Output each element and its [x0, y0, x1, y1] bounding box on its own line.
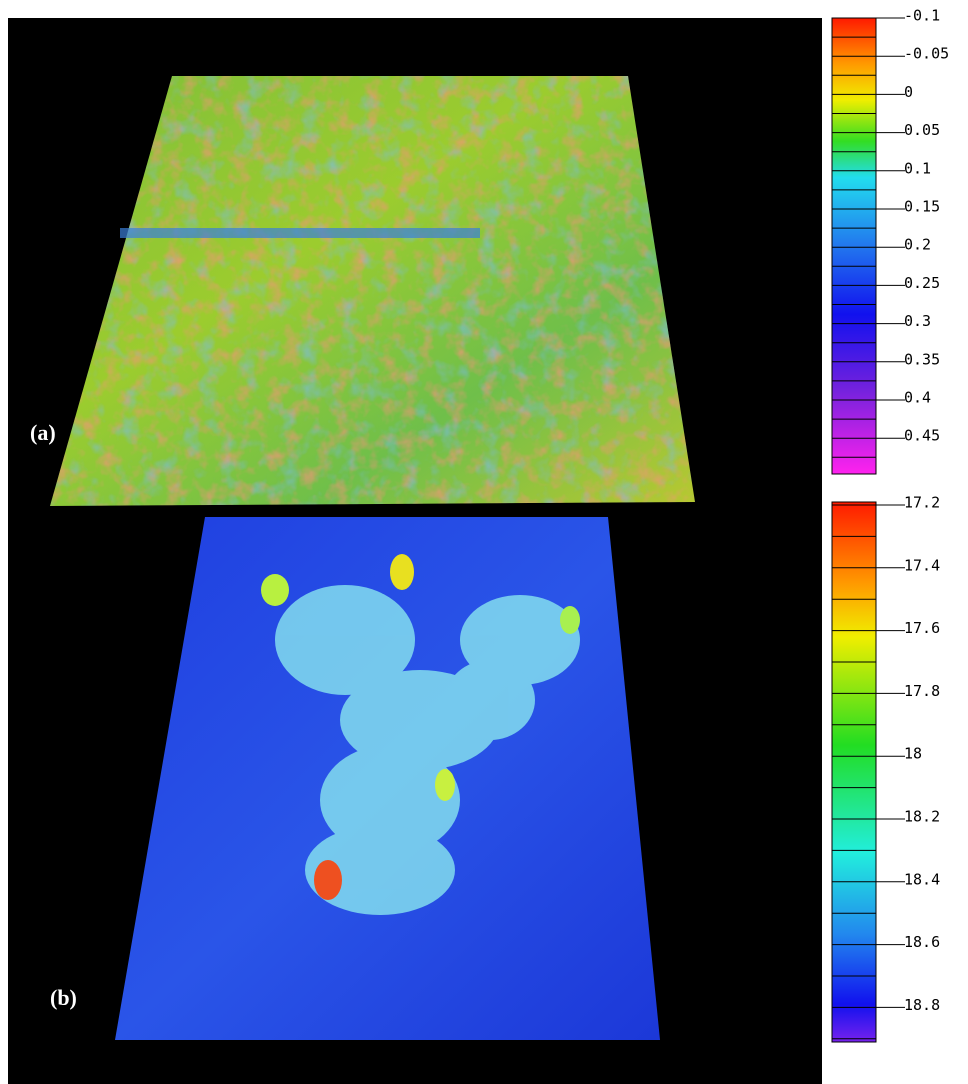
colorbar-tick-label: 18.6	[904, 933, 940, 951]
colorbar-tick-label: 0.3	[904, 312, 931, 330]
colorbar-tick-label: 0.25	[904, 274, 940, 292]
colorbar-tick-label: 0.35	[904, 350, 940, 368]
colorbar-tick-label: 18	[904, 745, 922, 763]
colorbar-tick-label: 17.8	[904, 682, 940, 700]
colorbar-tick-label: 0.45	[904, 427, 940, 445]
colorbar-tick-label: 0.15	[904, 198, 940, 216]
colorbar-tick-label: 0.1	[904, 159, 931, 177]
panel-label: (b)	[50, 985, 77, 1010]
colorbar	[831, 17, 877, 475]
colorbar-tick-label: 18.4	[904, 870, 940, 888]
colorbar-tick-label: 17.6	[904, 619, 940, 637]
colorbar-tick-label: 0	[904, 83, 913, 101]
colorbar-tick-label: 0.2	[904, 236, 931, 254]
colorbars: -0.1 -0.05 0 0.05 0.1 0.15 0.2 0.25 0.3 0.35 0.4 0.…	[831, 7, 949, 1043]
surface-b	[115, 517, 660, 1040]
colorbar-tick-label: -0.05	[904, 45, 949, 63]
colorbar	[831, 501, 877, 1043]
panel-label: (a)	[30, 420, 56, 445]
colorbar-tick-label: -0.1	[904, 7, 940, 25]
colorbar-tick-label: 17.2	[904, 494, 940, 512]
colorbar-tick-label: 18.8	[904, 996, 940, 1014]
colorbar-tick-label: 0.4	[904, 389, 931, 407]
colorbar-tick-label: 18.2	[904, 808, 940, 826]
surface-a	[50, 76, 695, 506]
colorbar-tick-label: 17.4	[904, 556, 940, 574]
colorbar-tick-label: 0.05	[904, 121, 940, 139]
